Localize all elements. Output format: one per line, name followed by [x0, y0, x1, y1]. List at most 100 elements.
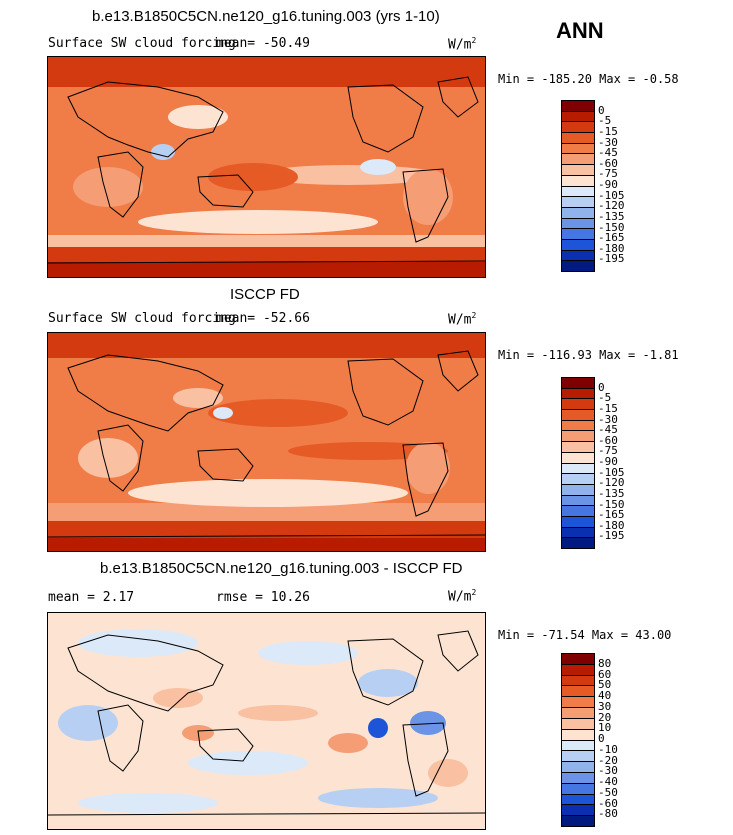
colorbar-tick-label: 0 — [598, 732, 605, 745]
panel3-map-field — [48, 613, 485, 829]
colorbar-swatch — [562, 261, 594, 271]
colorbar-tick-label: -15 — [598, 401, 618, 415]
panel2-subtitle: Surface SW cloud forcing — [48, 311, 236, 326]
panel3-title: b.e13.B1850C5CN.ne120_g16.tuning.003 - I… — [100, 560, 463, 577]
colorbar-tick-label: -120 — [598, 199, 625, 213]
colorbar-tick-label: 0 — [598, 103, 605, 117]
colorbar-swatch — [562, 675, 594, 687]
colorbar-swatch — [562, 218, 594, 230]
colorbar-swatch — [562, 751, 594, 763]
panel3-mean: mean = 2.17 — [48, 590, 135, 605]
colorbar-swatch — [562, 805, 594, 817]
colorbar-swatch — [562, 484, 594, 496]
colorbar-swatch — [562, 442, 594, 453]
colorbar-swatch — [562, 664, 594, 676]
colorbar-tick-label: -5 — [598, 391, 612, 405]
colorbar-tick-label: -180 — [598, 518, 625, 532]
colorbar-tick-label: -60 — [598, 433, 618, 447]
colorbar-swatch — [562, 452, 594, 464]
colorbar-swatch — [562, 197, 594, 208]
colorbar-swatch — [562, 186, 594, 198]
colorbar-swatch — [562, 165, 594, 176]
panel3-colorbar-labels: 80 60 50 40 30 20 10 0 -10 -20 -30 -40 -50 -60 -80 — [598, 653, 658, 825]
panel2-colorbar-labels: 0 -5 -15 -30 -45 -60 -75 -90 -105 -120 -135 -150 -16… — [598, 377, 658, 547]
colorbar-swatch — [562, 463, 594, 475]
panel1-units: W/m2 — [448, 36, 477, 53]
colorbar-swatch — [562, 495, 594, 507]
colorbar-swatch — [562, 686, 594, 698]
colorbar-swatch — [562, 783, 594, 795]
colorbar-swatch — [562, 143, 594, 155]
colorbar-swatch — [562, 740, 594, 752]
colorbar-swatch — [562, 538, 594, 548]
colorbar-swatch — [562, 697, 594, 709]
colorbar-tick-label: -105 — [598, 465, 625, 479]
colorbar-swatch — [562, 399, 594, 411]
colorbar-tick-label: -150 — [598, 497, 625, 511]
colorbar-tick-label: -165 — [598, 231, 625, 245]
colorbar-swatch — [562, 527, 594, 539]
colorbar-tick-label: -75 — [598, 167, 618, 181]
panel3-minmax: Min = -71.54 Max = 43.00 — [498, 628, 672, 642]
colorbar-tick-label: 60 — [598, 667, 612, 681]
colorbar-tick-label: -5 — [598, 114, 612, 128]
panel2-units: W/m2 — [448, 311, 477, 328]
colorbar-swatch — [562, 388, 594, 400]
colorbar-tick-label: 50 — [598, 678, 612, 692]
colorbar-tick-label: -90 — [598, 178, 618, 191]
colorbar-tick-label: -10 — [598, 742, 618, 756]
panel1-subtitle: Surface SW cloud forcing — [48, 36, 236, 51]
panel1-mean: mean= -50.49 — [216, 36, 310, 51]
colorbar-tick-label: -120 — [598, 476, 625, 490]
panel1-map-field — [48, 57, 485, 277]
panel2-title: ISCCP FD — [230, 286, 300, 303]
colorbar-tick-label: 20 — [598, 710, 612, 724]
colorbar-tick-label: -30 — [598, 135, 618, 149]
colorbar-tick-label: -195 — [598, 529, 625, 543]
colorbar-swatch — [562, 762, 594, 773]
panel3-colorbar — [561, 653, 595, 827]
colorbar-tick-label: -135 — [598, 486, 625, 500]
colorbar-tick-label: -45 — [598, 423, 618, 437]
colorbar-swatch — [562, 654, 594, 665]
colorbar-swatch — [562, 410, 594, 421]
colorbar-swatch — [562, 516, 594, 528]
colorbar-swatch — [562, 794, 594, 806]
colorbar-tick-label: 0 — [598, 380, 605, 394]
panel3-units: W/m2 — [448, 588, 477, 605]
colorbar-tick-label: -150 — [598, 220, 625, 234]
colorbar-tick-label: -30 — [598, 764, 618, 778]
colorbar-tick-label: -80 — [598, 807, 618, 821]
panel2-minmax: Min = -116.93 Max = -1.81 — [498, 348, 679, 362]
colorbar-swatch — [562, 207, 594, 219]
colorbar-swatch — [562, 133, 594, 144]
colorbar-swatch — [562, 708, 594, 719]
colorbar-tick-label: -195 — [598, 252, 625, 266]
colorbar-swatch — [562, 816, 594, 826]
colorbar-tick-label: -40 — [598, 775, 618, 788]
colorbar-tick-label: -135 — [598, 209, 625, 223]
season-label: ANN — [556, 18, 604, 43]
panel1-minmax: Min = -185.20 Max = -0.58 — [498, 72, 679, 86]
colorbar-swatch — [562, 229, 594, 240]
panel1-map — [47, 56, 486, 278]
colorbar-tick-label: -15 — [598, 124, 618, 138]
panel1-title: b.e13.B1850C5CN.ne120_g16.tuning.003 (yr… — [92, 8, 440, 25]
colorbar-swatch — [562, 154, 594, 166]
colorbar-swatch — [562, 474, 594, 485]
colorbar-tick-label: -90 — [598, 455, 618, 468]
colorbar-swatch — [562, 239, 594, 251]
colorbar-tick-label: 80 — [598, 656, 612, 670]
panel3-map — [47, 612, 486, 830]
colorbar-tick-label: -75 — [598, 444, 618, 458]
colorbar-tick-label: -105 — [598, 188, 625, 202]
colorbar-tick-label: -165 — [598, 508, 625, 522]
colorbar-swatch — [562, 718, 594, 730]
panel1-colorbar — [561, 100, 595, 272]
colorbar-swatch — [562, 175, 594, 187]
panel2-map — [47, 332, 486, 552]
colorbar-tick-label: -50 — [598, 785, 618, 799]
colorbar-swatch — [562, 101, 594, 112]
colorbar-swatch — [562, 250, 594, 262]
panel2-map-field — [48, 333, 485, 551]
